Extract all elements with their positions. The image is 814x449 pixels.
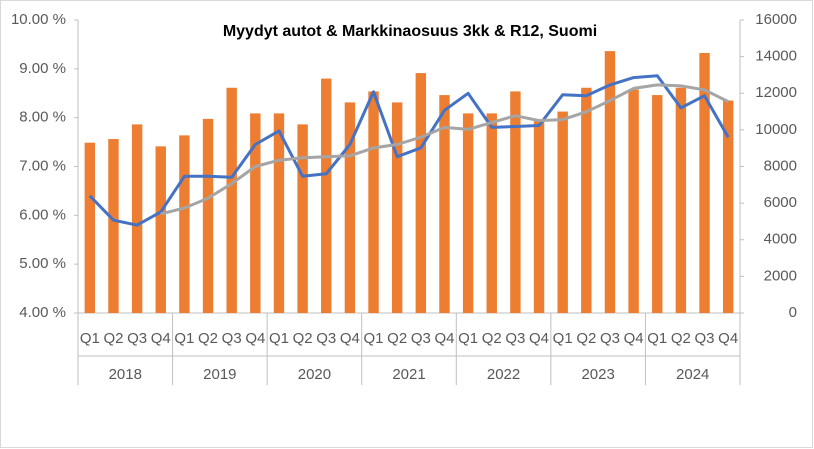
y-tick-label: 10.00 %: [11, 11, 66, 28]
y2-tick-label: 6000: [764, 194, 797, 211]
x-tick-label: Q4: [624, 330, 644, 347]
x-tick-label: Q4: [340, 330, 360, 347]
line: [160, 83, 729, 216]
x-tick-label: Q3: [695, 330, 715, 347]
bar: [675, 87, 687, 313]
x-tick-label: Q1: [269, 330, 289, 347]
x-tick-label: Q3: [316, 330, 336, 347]
bar: [439, 95, 450, 313]
x-group-label: 2021: [392, 366, 425, 383]
bar: [179, 135, 190, 313]
x-tick-label: Q2: [198, 330, 218, 347]
x-tick-label: Q4: [529, 330, 549, 347]
bar: [462, 113, 474, 313]
x-tick-label: Q3: [411, 330, 431, 347]
bar: [321, 78, 332, 313]
y2-tick-label: 14000: [755, 48, 797, 65]
y2-tick-label: 12000: [755, 84, 797, 101]
bar: [84, 142, 96, 313]
bar: [628, 89, 639, 314]
y-tick-label: 7.00 %: [19, 157, 66, 174]
y-tick-label: 6.00 %: [19, 206, 66, 223]
x-group-label: 2019: [203, 366, 236, 383]
x-tick-label: Q2: [482, 330, 502, 347]
bar: [533, 120, 545, 313]
x-group-label: 2023: [581, 366, 614, 383]
x-tick-label: Q2: [293, 330, 313, 347]
bar: [486, 113, 497, 313]
chart-title: Myydyt autot & Markkinaosuus 3kk & R12, …: [223, 23, 597, 40]
x-tick-label: Q4: [151, 330, 171, 347]
bar: [391, 102, 403, 313]
x-tick-label: Q1: [174, 330, 194, 347]
x-tick-label: Q3: [600, 330, 620, 347]
x-tick-label: Q4: [718, 330, 738, 347]
x-tick-label: Q3: [505, 330, 525, 347]
bar: [297, 124, 308, 313]
bar: [722, 100, 734, 313]
y2-tick-label: 10000: [755, 121, 797, 138]
x-tick-label: Q1: [553, 330, 573, 347]
bar: [344, 102, 356, 313]
y2-tick-label: 0: [789, 304, 797, 321]
x-tick-label: Q3: [127, 330, 147, 347]
bar: [604, 51, 616, 313]
bar: [226, 87, 237, 313]
x-tick-label: Q2: [103, 330, 123, 347]
x-tick-label: Q2: [671, 330, 691, 347]
x-group-label: 2022: [487, 366, 520, 383]
bar: [415, 73, 427, 313]
y-tick-label: 9.00 %: [19, 60, 66, 77]
y2-tick-label: 8000: [764, 157, 797, 174]
bar: [250, 113, 261, 313]
y2-tick-label: 16000: [755, 11, 797, 28]
y-tick-label: 4.00 %: [19, 304, 66, 321]
bar: [652, 95, 663, 313]
line: [88, 74, 730, 227]
x-group-label: 2018: [109, 366, 142, 383]
bar: [131, 124, 143, 313]
bar: [368, 91, 379, 313]
y-tick-label: 8.00 %: [19, 109, 66, 126]
x-tick-label: Q3: [222, 330, 242, 347]
bar: [557, 111, 568, 313]
x-tick-label: Q4: [434, 330, 454, 347]
x-tick-label: Q1: [364, 330, 384, 347]
x-tick-label: Q1: [80, 330, 100, 347]
x-tick-label: Q1: [458, 330, 478, 347]
bar: [108, 139, 119, 313]
x-tick-label: Q4: [245, 330, 265, 347]
bar: [581, 87, 592, 313]
x-tick-label: Q2: [576, 330, 596, 347]
bar: [202, 118, 214, 313]
y2-tick-label: 2000: [764, 267, 797, 284]
bar: [155, 146, 166, 313]
bar: [273, 113, 285, 313]
x-tick-label: Q1: [647, 330, 667, 347]
x-group-label: 2020: [298, 366, 331, 383]
y-tick-label: 5.00 %: [19, 255, 66, 272]
bar: [699, 52, 710, 314]
x-group-label: 2024: [676, 366, 709, 383]
y2-tick-label: 4000: [764, 231, 797, 248]
x-tick-label: Q2: [387, 330, 407, 347]
bar: [510, 91, 521, 313]
